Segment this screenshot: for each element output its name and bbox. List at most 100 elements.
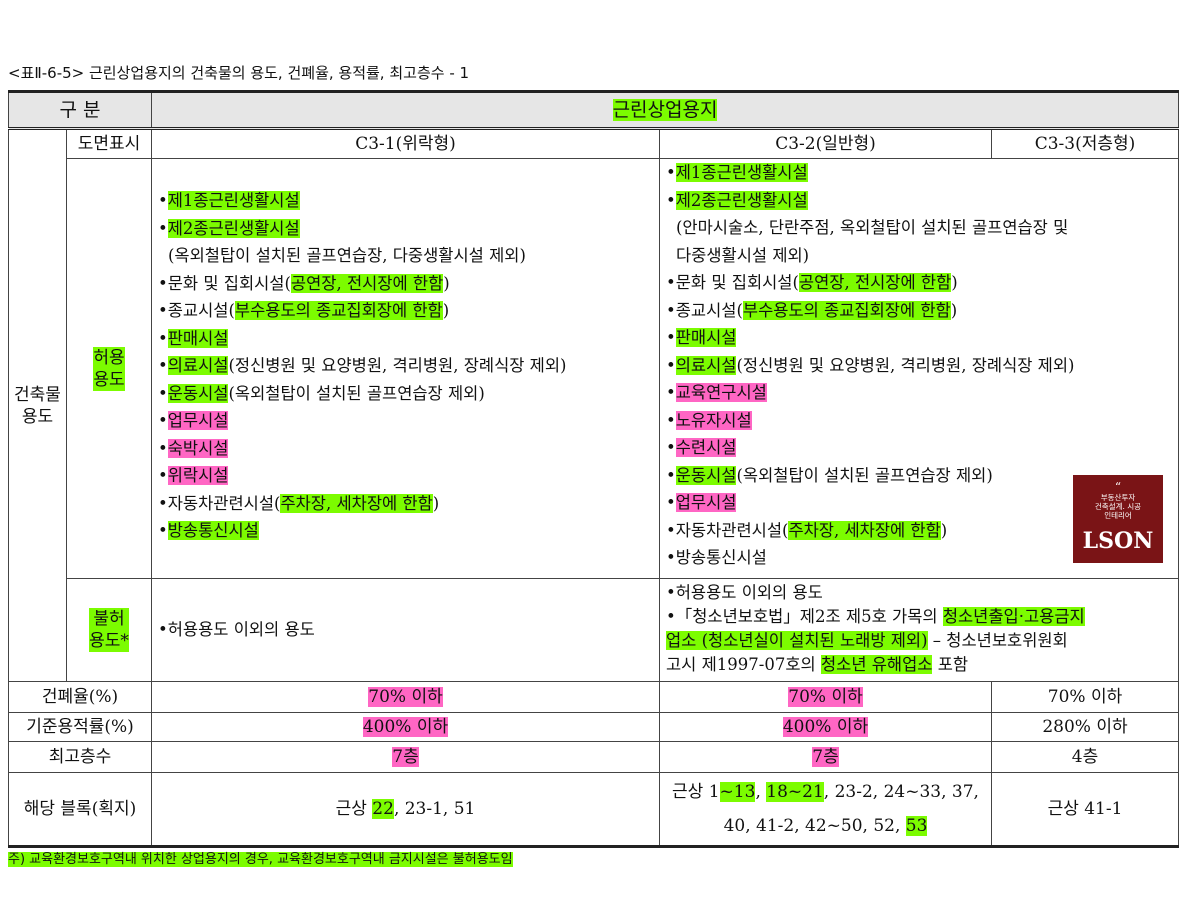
use-item-text: (옥외철탑이 설치된 골프연습장, 다중생활시설 제외) bbox=[168, 246, 526, 265]
use-item-text: 방송통신시설 bbox=[675, 548, 767, 567]
use-item-text: (안마시술소, 단란주점, 옥외철탑이 설치된 골프연습장 및 bbox=[676, 218, 1069, 237]
use-item-prefix: 자동차관련시설( bbox=[675, 520, 789, 540]
use-item-suffix: (옥외철탑이 설치된 골프연습장 제외) bbox=[228, 383, 485, 403]
bullet: • bbox=[158, 218, 168, 238]
prohibited-text: 불허 용도* bbox=[89, 608, 129, 652]
c32-prohibited-l4c: 포함 bbox=[932, 655, 969, 674]
allowed-text: 허용 용도 bbox=[93, 346, 125, 391]
use-item: 다중생활시설 제외) bbox=[666, 242, 1172, 270]
use-item-text: 제1종근린생활시설 bbox=[675, 163, 808, 182]
use-item-text: 노유자시설 bbox=[675, 410, 752, 430]
use-item-text: 제2종근린생활시설 bbox=[167, 218, 300, 238]
use-item: •위락시설 bbox=[158, 462, 653, 490]
bullet: • bbox=[666, 300, 676, 320]
bullet: • bbox=[666, 465, 676, 485]
blocks-c32-a: 근상 1 bbox=[672, 782, 720, 802]
bullet: • bbox=[666, 493, 676, 512]
use-item-text: 운동시설 bbox=[167, 383, 229, 403]
logo-line2: 건축설계. 시공 bbox=[1094, 502, 1142, 511]
blocks-c31-hl: 22 bbox=[372, 799, 394, 819]
use-item: •업무시설 bbox=[666, 489, 1172, 517]
c32-prohibited-l2a: •「청소년보호법」제2조 제5호 가목의 bbox=[666, 607, 943, 626]
blocks-c32-b: ~13 bbox=[719, 782, 756, 802]
use-item: •방송통신시설 bbox=[158, 517, 653, 545]
bcr-c33: 70% 이하 bbox=[990, 681, 1180, 713]
footnote: 주) 교육환경보호구역내 위치한 상업용지의 경우, 교육환경보호구역내 금지시… bbox=[8, 848, 513, 867]
use-item-text: 위락시설 bbox=[167, 466, 229, 485]
c32-prohibited-l4a: 고시 제1997-07호의 bbox=[666, 655, 821, 674]
use-item: •의료시설(정신병원 및 요양병원, 격리병원, 장례식장 제외) bbox=[666, 352, 1172, 380]
bullet: • bbox=[666, 410, 676, 430]
use-item-text: 판매시설 bbox=[675, 328, 737, 347]
use-item-prefix: 자동차관련시설( bbox=[167, 493, 281, 513]
far-c31-value: 400% 이하 bbox=[362, 717, 449, 737]
use-item-text: 운동시설 bbox=[675, 465, 737, 485]
bullet: • bbox=[158, 383, 168, 403]
blocks-c31: 근상 22, 23-1, 51 bbox=[151, 772, 660, 848]
c32-prohibited-line3: 업소 (청소년실이 설치된 노래방 제외) – 청소년보호위원회 bbox=[666, 629, 1172, 653]
bullet: • bbox=[158, 328, 168, 348]
far-c31: 400% 이하 bbox=[151, 712, 660, 742]
lson-logo: “ 부동산투자 건축설계. 시공 인테리어 LSON bbox=[1073, 475, 1163, 563]
far-c32: 400% 이하 bbox=[659, 712, 992, 742]
use-item-prefix: 문화 및 집회시설( bbox=[167, 273, 291, 293]
header-zone: 근린상업용지 bbox=[150, 90, 1180, 130]
table-caption: <표Ⅱ-6-5> 근린상업용지의 건축물의 용도, 건폐율, 용적률, 최고층수… bbox=[8, 64, 470, 82]
use-item-suffix: (옥외철탑이 설치된 골프연습장 제외) bbox=[736, 465, 993, 485]
header-division: 구 분 bbox=[8, 90, 152, 130]
use-item: (안마시술소, 단란주점, 옥외철탑이 설치된 골프연습장 및 bbox=[666, 214, 1172, 242]
c31-allowed-list: •제1종근린생활시설 •제2종근린생활시설 (옥외철탑이 설치된 골프연습장, 다중… bbox=[151, 158, 660, 579]
allowed-label: 허용 용도 bbox=[66, 158, 152, 579]
use-item: •숙박시설 bbox=[158, 435, 653, 463]
use-item-text: 방송통신시설 bbox=[167, 521, 259, 540]
use-item: •종교시설(부수용도의 종교집회장에 한함) bbox=[666, 297, 1172, 325]
blocks-c32-c: , bbox=[755, 782, 767, 802]
c32-prohibited-line1: •허용용도 이외의 용도 bbox=[666, 583, 823, 602]
blocks-c31-post: , 23-1, 51 bbox=[393, 799, 476, 819]
use-item: •업무시설 bbox=[158, 407, 653, 435]
use-item: •의료시설(정신병원 및 요양병원, 격리병원, 장례식장 제외) bbox=[158, 352, 653, 380]
use-item-prefix: 종교시설( bbox=[675, 300, 743, 320]
use-item-text: 의료시설 bbox=[675, 355, 737, 375]
use-item: •교육연구시설 bbox=[666, 379, 1172, 407]
bullet: • bbox=[158, 521, 168, 540]
use-item-suffix: ) bbox=[951, 273, 958, 292]
floors-c32: 7층 bbox=[659, 741, 992, 773]
blocks-c32: 근상 1~13, 18~21, 23-2, 24~33, 37, 40, 41-… bbox=[659, 772, 992, 848]
bullet: • bbox=[666, 383, 676, 402]
bcr-c32-value: 70% 이하 bbox=[788, 687, 863, 707]
use-item-suffix: ) bbox=[443, 273, 450, 293]
c31-prohibited: •허용용도 이외의 용도 bbox=[151, 578, 660, 682]
use-item-text: 부수용도의 종교집회장에 한함 bbox=[742, 300, 951, 320]
bullet: • bbox=[666, 520, 676, 540]
use-item-text: 제2종근린생활시설 bbox=[675, 190, 808, 210]
blocks-label: 해당 블록(획지) bbox=[8, 772, 152, 848]
use-item-prefix: 종교시설( bbox=[167, 301, 235, 320]
use-item-text: 주차장, 세차장에 한함 bbox=[280, 493, 433, 513]
far-c32-value: 400% 이하 bbox=[782, 717, 869, 737]
floors-c31: 7층 bbox=[151, 741, 660, 773]
bullet: • bbox=[666, 273, 676, 292]
use-item: •자동차관련시설(주차장, 세차장에 한함) bbox=[666, 517, 1172, 545]
c32-prohibited-l4b: 청소년 유해업소 bbox=[820, 655, 933, 674]
bcr-c32: 70% 이하 bbox=[659, 681, 992, 713]
bullet: • bbox=[158, 411, 168, 430]
blocks-c32-e: , 23-2, 24~33, 37, bbox=[823, 782, 979, 802]
blocks-c32-g: 53 bbox=[905, 816, 928, 836]
c32-prohibited-l2b: 청소년출입·고용금지 bbox=[942, 607, 1085, 626]
logo-line1: 부동산투자 bbox=[1100, 493, 1136, 502]
use-item-text: 부수용도의 종교집회장에 한함 bbox=[234, 301, 443, 320]
bullet: • bbox=[666, 548, 676, 567]
zone-label: 근린상업용지 bbox=[612, 99, 718, 121]
use-item-text: 업무시설 bbox=[675, 493, 737, 512]
blocks-c32-line2: 40, 41-2, 42~50, 52, 53 bbox=[664, 809, 987, 843]
use-item-suffix: ) bbox=[432, 493, 440, 513]
use-item-suffix: (정신병원 및 요양병원, 격리병원, 장례식장 제외) bbox=[736, 355, 1075, 375]
use-item: •판매시설 bbox=[666, 324, 1172, 352]
use-item-suffix: ) bbox=[442, 301, 450, 320]
logo-quote: “ bbox=[1114, 480, 1122, 494]
footnote-text: 주) 교육환경보호구역내 위치한 상업용지의 경우, 교육환경보호구역내 금지시… bbox=[8, 852, 513, 867]
bcr-c31-value: 70% 이하 bbox=[368, 687, 443, 707]
prohibited-label: 불허 용도* bbox=[66, 578, 152, 682]
use-item: •제2종근린생활시설 bbox=[666, 187, 1172, 215]
